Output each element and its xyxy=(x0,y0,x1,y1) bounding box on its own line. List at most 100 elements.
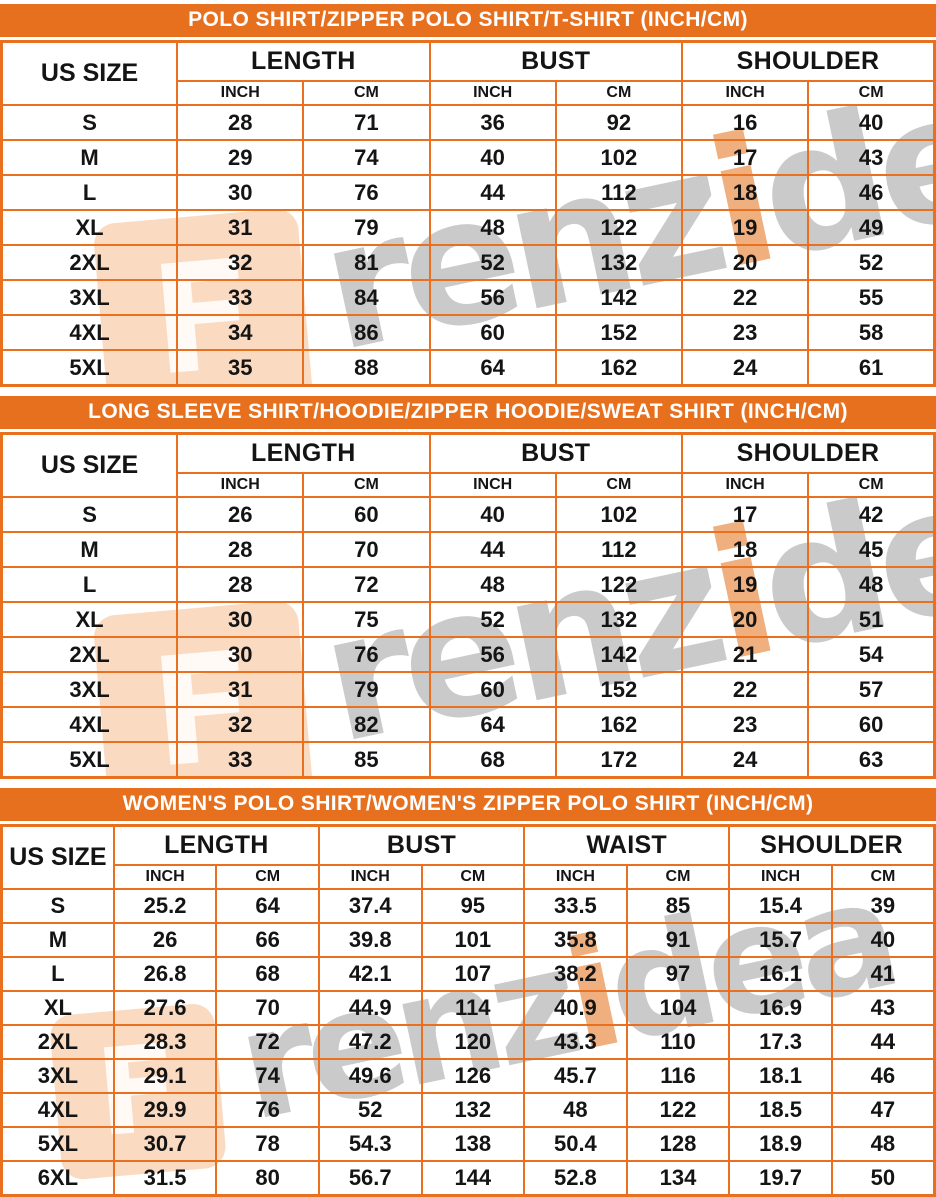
measurement-cell: 64 xyxy=(428,349,557,387)
measurement-cell: 71 xyxy=(302,104,431,141)
measurement-cell: 128 xyxy=(625,1126,731,1162)
measurement-cell: 60 xyxy=(428,671,557,708)
measurement-cell: 52 xyxy=(807,244,936,281)
measurement-cell: 52 xyxy=(428,244,557,281)
unit-header: INCH xyxy=(176,472,305,498)
table-row: 2XL 28.3 72 47.2 120 43.3 110 17.3 44 xyxy=(0,1024,936,1060)
measurement-cell: 29 xyxy=(176,139,305,176)
table-title-banner: WOMEN'S POLO SHIRT/WOMEN'S ZIPPER POLO S… xyxy=(0,788,936,821)
column-group-header: BUST xyxy=(428,40,683,82)
measurement-cell: 28.3 xyxy=(112,1024,218,1060)
measurement-cell: 15.7 xyxy=(728,922,833,958)
measurement-cell: 19 xyxy=(680,566,810,603)
unit-header: CM xyxy=(215,864,320,890)
measurement-cell: 50.4 xyxy=(523,1126,628,1162)
column-group-header: BUST xyxy=(428,432,683,474)
measurement-cell: 75 xyxy=(302,601,431,638)
unit-header: INCH xyxy=(523,864,628,890)
table-row: S 28 71 36 92 16 40 xyxy=(0,104,936,141)
measurement-cell: 120 xyxy=(420,1024,526,1060)
unit-header: INCH xyxy=(317,864,423,890)
measurement-cell: 79 xyxy=(302,209,431,246)
measurement-cell: 68 xyxy=(428,741,557,779)
measurement-cell: 27.6 xyxy=(112,990,218,1026)
measurement-cell: 152 xyxy=(554,671,683,708)
column-group-header: WAIST xyxy=(523,824,731,866)
unit-header: INCH xyxy=(112,864,218,890)
measurement-cell: 22 xyxy=(680,279,810,316)
measurement-cell: 32 xyxy=(176,244,305,281)
measurement-cell: 15.4 xyxy=(728,888,833,924)
us-size-header: US SIZE xyxy=(0,432,179,498)
measurement-cell: 74 xyxy=(302,139,431,176)
table-title-banner: POLO SHIRT/ZIPPER POLO SHIRT/T-SHIRT (IN… xyxy=(0,4,936,37)
measurement-cell: 49 xyxy=(807,209,936,246)
row-size-label: S xyxy=(0,104,179,141)
measurement-cell: 122 xyxy=(554,209,683,246)
measurement-cell: 79 xyxy=(302,671,431,708)
measurement-cell: 30.7 xyxy=(112,1126,218,1162)
measurement-cell: 31.5 xyxy=(112,1160,218,1197)
measurement-cell: 43.3 xyxy=(523,1024,628,1060)
unit-header: CM xyxy=(302,472,431,498)
unit-header: CM xyxy=(302,80,431,106)
measurement-cell: 60 xyxy=(807,706,936,743)
measurement-cell: 32 xyxy=(176,706,305,743)
measurement-cell: 44 xyxy=(428,531,557,568)
measurement-cell: 41 xyxy=(830,956,936,992)
row-size-label: L xyxy=(0,566,179,603)
column-group-header: SHOULDER xyxy=(728,824,936,866)
measurement-cell: 21 xyxy=(680,636,810,673)
measurement-cell: 132 xyxy=(554,601,683,638)
measurement-cell: 78 xyxy=(215,1126,320,1162)
table-row: 5XL 35 88 64 162 24 61 xyxy=(0,349,936,387)
measurement-cell: 35.8 xyxy=(523,922,628,958)
measurement-cell: 19.7 xyxy=(728,1160,833,1197)
measurement-cell: 34 xyxy=(176,314,305,351)
column-group-header: SHOULDER xyxy=(680,432,936,474)
measurement-cell: 91 xyxy=(625,922,731,958)
table-row: S 25.2 64 37.4 95 33.5 85 15.4 39 xyxy=(0,888,936,924)
measurement-cell: 64 xyxy=(215,888,320,924)
unit-header: CM xyxy=(420,864,526,890)
measurement-cell: 39 xyxy=(830,888,936,924)
measurement-cell: 51 xyxy=(807,601,936,638)
unit-header: CM xyxy=(625,864,731,890)
measurement-cell: 95 xyxy=(420,888,526,924)
unit-header: CM xyxy=(554,80,683,106)
row-size-label: 2XL xyxy=(0,244,179,281)
measurement-cell: 85 xyxy=(302,741,431,779)
measurement-cell: 70 xyxy=(302,531,431,568)
measurement-cell: 30 xyxy=(176,601,305,638)
row-size-label: 5XL xyxy=(0,349,179,387)
unit-header: INCH xyxy=(176,80,305,106)
row-size-label: L xyxy=(0,956,115,992)
row-size-label: 5XL xyxy=(0,741,179,779)
measurement-cell: 31 xyxy=(176,671,305,708)
measurement-cell: 56.7 xyxy=(317,1160,423,1197)
measurement-cell: 55 xyxy=(807,279,936,316)
measurement-cell: 84 xyxy=(302,279,431,316)
unit-header: INCH xyxy=(728,864,833,890)
size-table-polo-tshirt: US SIZE LENGTH BUST SHOULDER INCH CM INCH CM INC… xyxy=(0,40,936,387)
measurement-cell: 44.9 xyxy=(317,990,423,1026)
measurement-cell: 22 xyxy=(680,671,810,708)
unit-header: INCH xyxy=(680,80,810,106)
measurement-cell: 17 xyxy=(680,139,810,176)
measurement-cell: 40 xyxy=(428,139,557,176)
measurement-cell: 26.8 xyxy=(112,956,218,992)
measurement-cell: 57 xyxy=(807,671,936,708)
measurement-cell: 134 xyxy=(625,1160,731,1197)
table-row: XL 30 75 52 132 20 51 xyxy=(0,601,936,638)
measurement-cell: 40.9 xyxy=(523,990,628,1026)
measurement-cell: 40 xyxy=(830,922,936,958)
measurement-cell: 24 xyxy=(680,741,810,779)
table-row: L 30 76 44 112 18 46 xyxy=(0,174,936,211)
row-size-label: 4XL xyxy=(0,706,179,743)
measurement-cell: 114 xyxy=(420,990,526,1026)
row-size-label: 3XL xyxy=(0,1058,115,1094)
measurement-cell: 24 xyxy=(680,349,810,387)
measurement-cell: 102 xyxy=(554,496,683,533)
section-hoodie-sweatshirt: F renzidea LONG SLEEVE SHIRT/HOODIE/ZIPP… xyxy=(0,396,936,779)
measurement-cell: 54.3 xyxy=(317,1126,423,1162)
